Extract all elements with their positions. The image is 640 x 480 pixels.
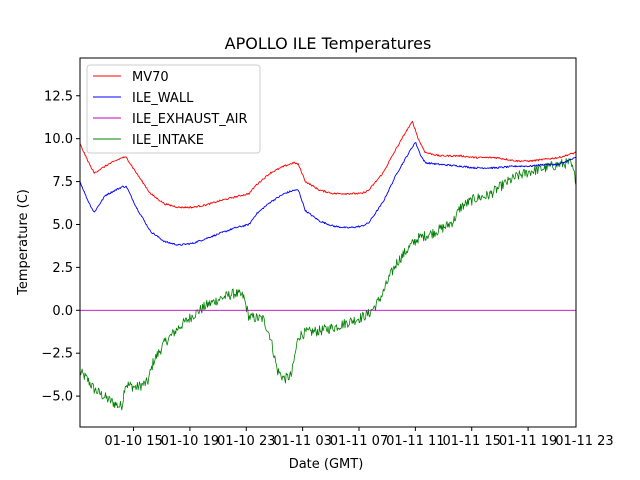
x-tick-label: 01-11 07 (330, 434, 388, 449)
x-tick-label: 01-11 19 (499, 434, 557, 449)
legend-box (86, 64, 261, 154)
series-layer (80, 120, 576, 411)
series-line-mv70 (80, 120, 576, 209)
legend-label: ILE_EXHAUST_AIR (132, 112, 248, 127)
y-tick-label: −2.5 (41, 347, 73, 362)
x-tick-label: 01-11 23 (555, 434, 613, 449)
y-tick-label: 12.5 (44, 89, 73, 104)
y-tick-label: 7.5 (52, 175, 73, 190)
series-line-ile-wall (80, 142, 576, 246)
x-tick-label: 01-11 15 (443, 434, 501, 449)
plot-frame (79, 57, 577, 428)
x-tick-label: 01-11 11 (386, 434, 444, 449)
y-axis-label: Temperature (C) (16, 189, 31, 296)
y-tick-label: 2.5 (52, 261, 73, 276)
x-tick-label: 01-10 15 (104, 434, 162, 449)
x-tick-label: 01-10 23 (217, 434, 275, 449)
x-tick-label: 01-10 19 (161, 434, 219, 449)
legend-label: ILE_INTAKE (132, 133, 204, 148)
y-tick-label: 5.0 (52, 218, 73, 233)
y-axis: −5.0 −2.5 0.0 2.5 5.0 7.5 10.0 12.5 (41, 89, 80, 405)
x-axis-label: Date (GMT) (289, 457, 364, 472)
legend-label: MV70 (132, 70, 169, 85)
legend: MV70 ILE_WALL ILE_EXHAUST_AIR ILE_INTAKE (86, 64, 261, 154)
y-tick-label: 0.0 (52, 304, 73, 319)
series-line-ile-intake (80, 158, 576, 411)
y-tick-label: 10.0 (44, 132, 73, 147)
legend-label: ILE_WALL (132, 91, 194, 106)
chart-title: APOLLO ILE Temperatures (225, 34, 432, 53)
x-tick-label: 01-11 03 (273, 434, 331, 449)
y-tick-label: −5.0 (41, 390, 73, 405)
